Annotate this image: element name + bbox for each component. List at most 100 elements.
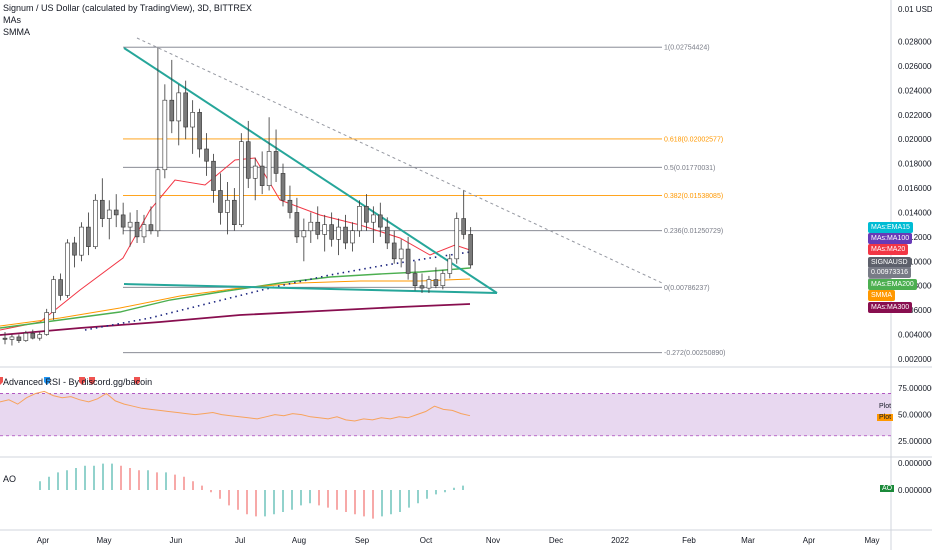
time-axis-month: Oct (420, 536, 433, 545)
candles (2, 47, 473, 346)
candle-body (371, 214, 376, 223)
candle-body (183, 92, 188, 128)
price-tick: 0.02000000 (898, 135, 932, 144)
candle-body (79, 226, 84, 256)
candle-body (336, 226, 341, 240)
candle-body (65, 242, 70, 296)
candle-body (447, 258, 453, 274)
smma-orange-line (0, 278, 471, 327)
candle-body (350, 230, 355, 244)
candle-body (93, 199, 98, 247)
time-axis-month: Sep (355, 536, 370, 545)
candle-body (190, 112, 195, 128)
candle-body (86, 226, 91, 247)
price-badge: MAs:EMA200 (868, 279, 917, 290)
fib-level-label: 0.5(0.01770031) (664, 165, 715, 172)
candle-body (16, 336, 22, 341)
candle-body (239, 141, 244, 225)
rsi-tick: 75.00000000 (898, 384, 932, 393)
candle-body (364, 206, 369, 223)
candle-body (120, 214, 126, 228)
price-tick: 0.00400000 (898, 330, 932, 339)
candle-body (245, 141, 251, 179)
candle-body (169, 99, 175, 122)
candle-body (37, 334, 43, 339)
time-axis-month: Dec (549, 536, 563, 545)
candle-body (30, 332, 36, 339)
candle-body (252, 165, 258, 179)
candle-body (211, 160, 216, 191)
candle-body (58, 279, 63, 296)
candle-body (232, 199, 237, 225)
time-axis-month: Apr (803, 536, 816, 545)
ao-tick: 0.00000000 (898, 486, 932, 495)
trendlines (123, 37, 663, 294)
fib-level-label: 0.382(0.01538085) (664, 193, 723, 200)
symbol-title[interactable]: Signum / US Dollar (calculated by Tradin… (3, 3, 252, 13)
candle-body (51, 279, 56, 313)
time-axis-month: Mar (741, 536, 755, 545)
time-axis[interactable]: Apr May Jun Jul Aug Sep Oct Nov Dec 2022 Feb Mar Apr… (37, 536, 880, 545)
rsi-band (0, 393, 891, 436)
candle-body (72, 242, 77, 256)
support-trendline (123, 283, 498, 294)
ao-label[interactable]: AO (3, 474, 17, 484)
candle-body (468, 234, 473, 266)
candle-body (44, 312, 50, 335)
candle-body (280, 173, 286, 201)
ao-panel: 0.00000000 0.00000000 (39, 459, 932, 519)
candle-body (127, 221, 133, 228)
price-tick: 0.00200000 (898, 355, 932, 364)
price-tick: 0.02400000 (898, 86, 932, 95)
ma300-maroon-line (0, 303, 471, 336)
candle-body (440, 273, 446, 286)
candle-body (308, 221, 314, 232)
price-badge: MAs:EMA15 (868, 222, 913, 233)
fib-retracement: 1(0.02754424) 0.618(0.02002577) 0.5(0.0177… (123, 45, 726, 357)
candle-body (259, 165, 265, 186)
candle-body (134, 221, 140, 238)
indicator-mas-label[interactable]: MAs (3, 15, 21, 25)
time-axis-month: 2022 (611, 536, 629, 545)
candle-body (461, 218, 467, 235)
rsi-panel: 75.00000000 50.00000000 25.00000000 (0, 377, 932, 446)
candle-body (343, 226, 348, 244)
candle-body (106, 209, 112, 219)
candle-body (204, 148, 209, 162)
candle-body (273, 151, 279, 174)
candle-body (391, 242, 397, 260)
rsi-tick: 25.00000000 (898, 437, 932, 446)
indicator-smma-label[interactable]: SMMA (3, 27, 30, 37)
rsi-line (0, 390, 471, 422)
candle-body (197, 112, 202, 150)
rsi-label[interactable]: Advanced RSI - By discord.gg/bacoin (3, 377, 153, 387)
rsi-signal-marker (89, 377, 95, 385)
candle-body (433, 279, 439, 286)
candle-body (384, 226, 390, 244)
rsi-signal-marker (79, 377, 85, 385)
candle-body (218, 190, 223, 213)
dotted-ma-line (84, 251, 471, 331)
fib-level-label: 1(0.02754424) (664, 45, 710, 52)
price-tick: 0.02200000 (898, 111, 932, 120)
candle-body (266, 151, 272, 186)
candle-body (287, 199, 293, 213)
candle-body (357, 206, 362, 232)
candle-body (405, 248, 411, 274)
candle-body (141, 224, 147, 238)
time-axis-month: Nov (486, 536, 500, 545)
candle-body (301, 230, 307, 238)
candle-body (426, 279, 432, 289)
candle-body (322, 224, 328, 235)
dashed-projection-line (136, 37, 663, 284)
candle-body (162, 99, 168, 171)
price-badge: SIGNAUSD (868, 257, 911, 268)
candle-body (398, 248, 404, 260)
time-axis-month: Jun (170, 536, 183, 545)
rsi-legend-plot-1: Plot (879, 403, 892, 410)
candle-body (2, 337, 8, 340)
candle-body (148, 224, 154, 232)
rsi-signal-marker (0, 377, 3, 385)
